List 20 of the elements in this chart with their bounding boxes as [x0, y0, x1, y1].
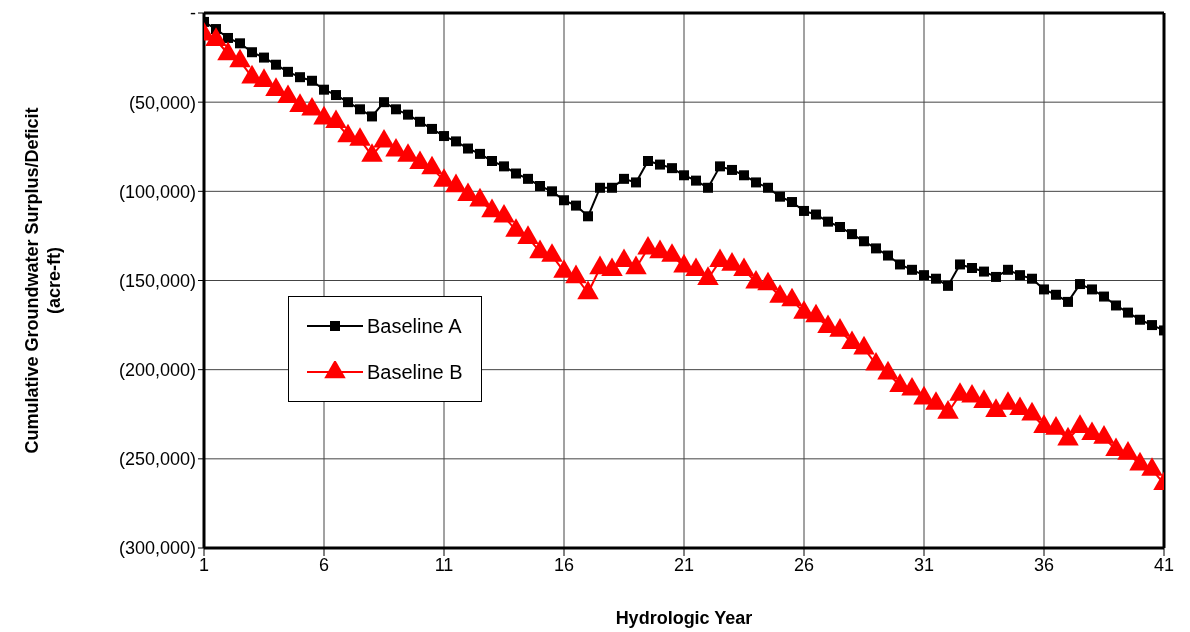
- legend-label: Baseline A: [367, 314, 462, 338]
- x-tick-label: 6: [318, 554, 330, 575]
- x-tick-label: 21: [673, 554, 695, 575]
- x-tick-label: 11: [434, 554, 454, 575]
- legend-label: Baseline B: [367, 360, 463, 384]
- x-tick-label: 36: [1033, 554, 1055, 575]
- y-tick-label: (100,000): [118, 181, 196, 202]
- y-tick-label: (300,000): [118, 538, 196, 559]
- x-tick-label: 41: [1153, 554, 1175, 575]
- x-tick-label: 1: [198, 554, 210, 575]
- y-tick-label: (150,000): [118, 270, 196, 291]
- y-tick-label: -: [190, 3, 196, 24]
- x-tick-label: 31: [913, 554, 935, 575]
- x-tick-label: 16: [553, 554, 575, 575]
- x-axis-title: Hydrologic Year: [615, 608, 753, 628]
- y-tick-label: (50,000): [128, 92, 196, 113]
- y-tick-label: (250,000): [118, 449, 196, 470]
- x-tick-label: 26: [793, 554, 815, 575]
- y-tick-label: (200,000): [118, 360, 196, 381]
- y-axis-title: Cumulative Groundwater Surplus/Deficit (acre-ft): [22, 107, 64, 454]
